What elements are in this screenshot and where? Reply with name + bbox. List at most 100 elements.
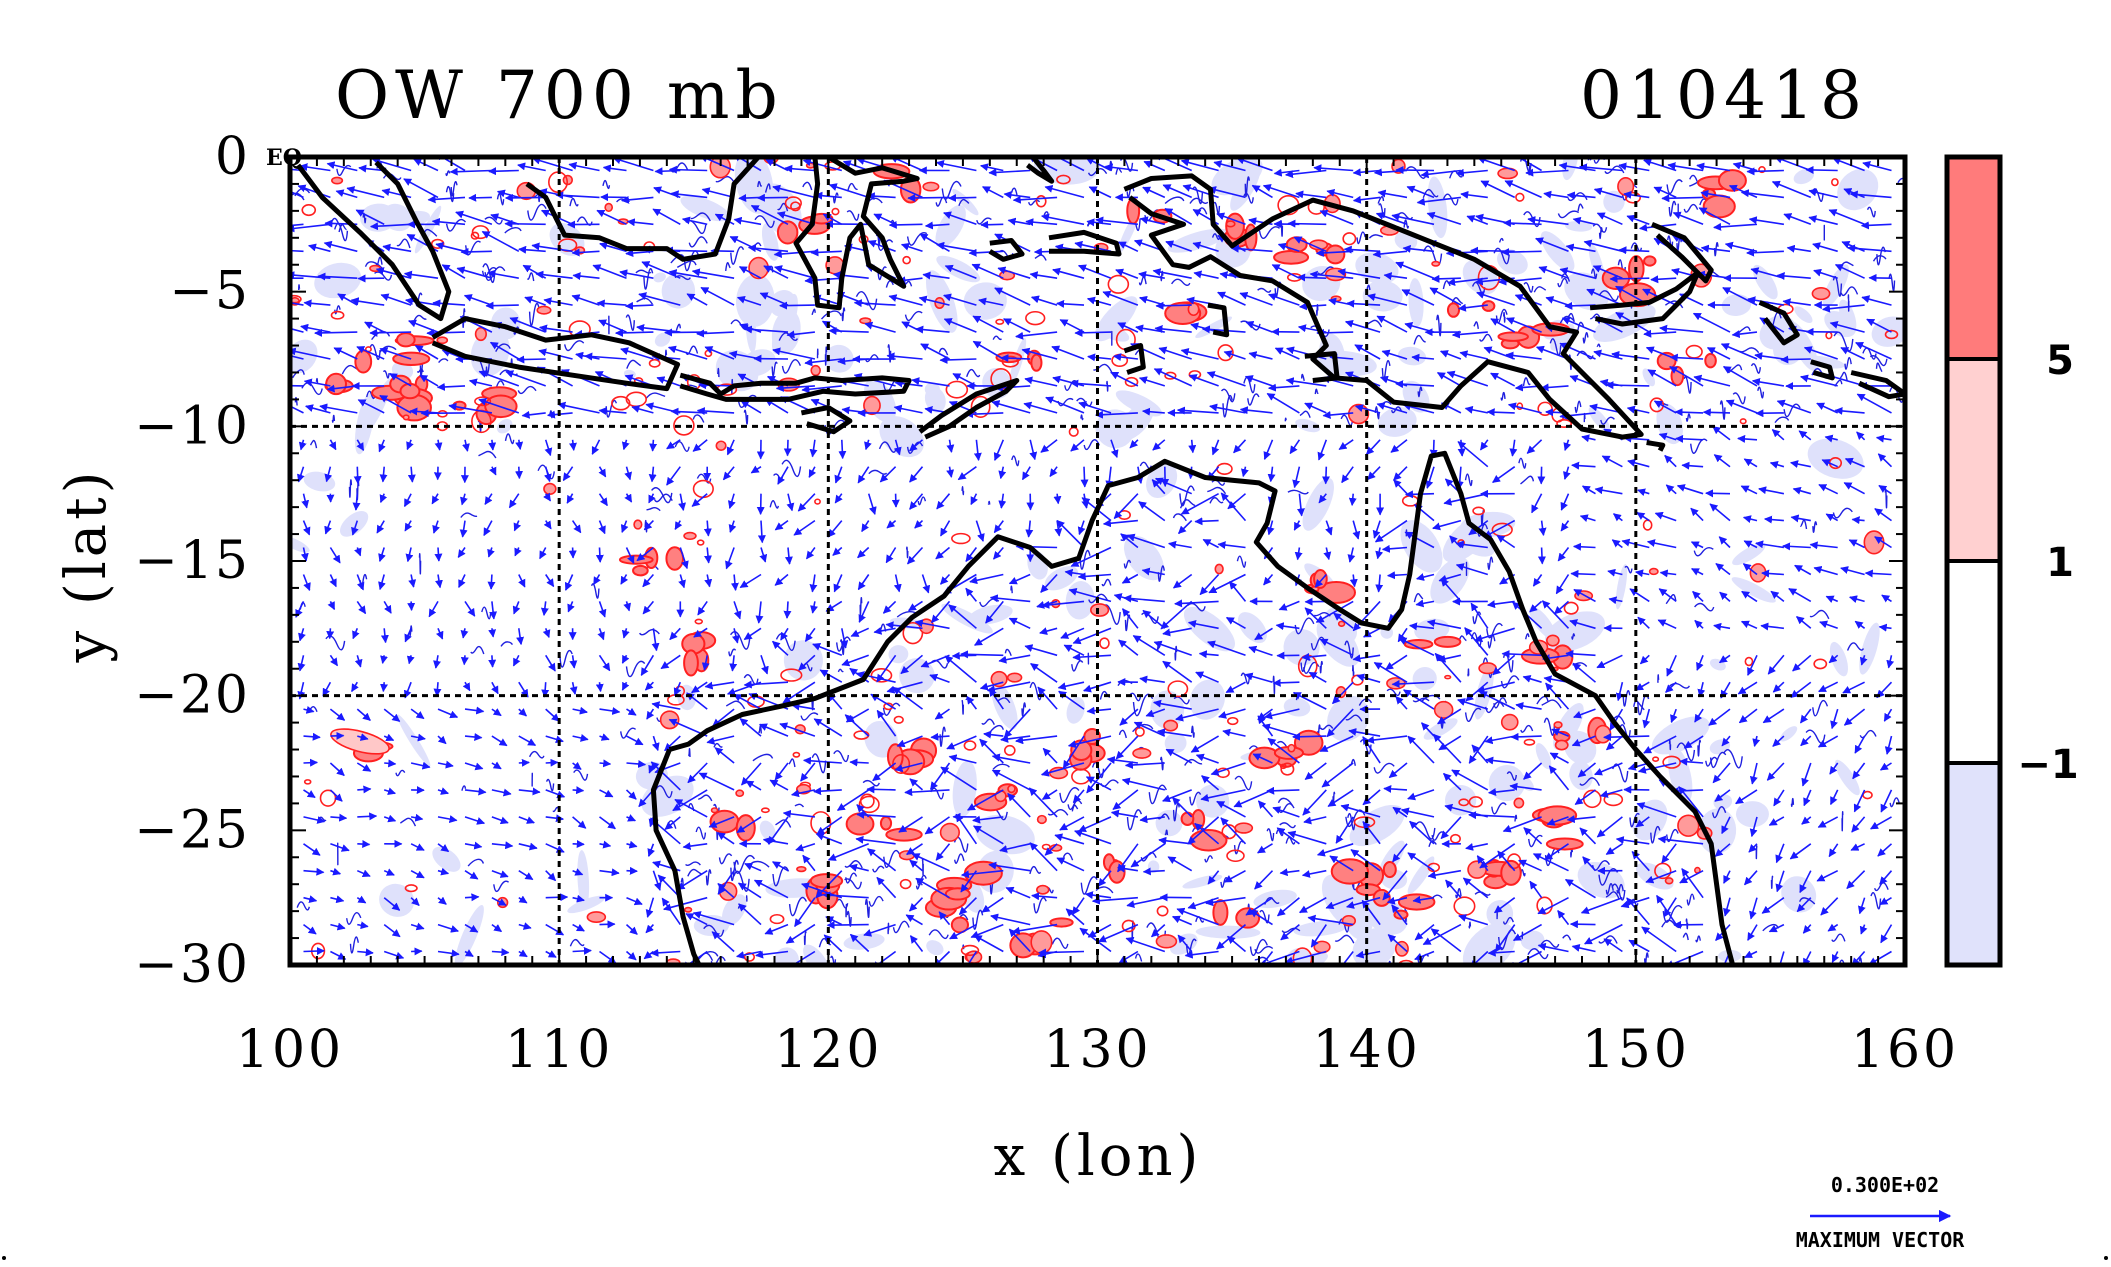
- wind-vector: [1542, 548, 1543, 564]
- wind-vector: [600, 682, 601, 691]
- positive-ow-blob: [1448, 303, 1459, 317]
- positive-ow-blob: [1672, 367, 1684, 385]
- wind-vector: [1781, 359, 1811, 360]
- positive-ow-contour: [1031, 931, 1052, 953]
- negative-ow-contour: [1469, 922, 1470, 928]
- positive-ow-blob: [1031, 355, 1041, 371]
- wind-vector: [573, 844, 584, 845]
- positive-ow-blob: [1236, 908, 1259, 927]
- wind-vector: [788, 440, 789, 456]
- wind-vector: [1396, 170, 1434, 171]
- wind-vector: [787, 601, 788, 618]
- wind-vector: [1571, 574, 1595, 575]
- y-tick-label: −30: [134, 935, 250, 995]
- positive-ow-contour: [684, 533, 696, 540]
- positive-ow-contour: [1665, 878, 1672, 884]
- wind-vector: [546, 897, 568, 898]
- negative-ow-contour: [689, 749, 690, 757]
- wind-vector: [489, 171, 519, 172]
- wind-vector: [304, 951, 325, 952]
- positive-ow-contour: [1479, 663, 1496, 673]
- wind-vector: [600, 548, 601, 563]
- positive-ow-contour: [860, 318, 871, 323]
- positive-ow-blob: [1704, 195, 1735, 217]
- positive-ow-blob: [881, 817, 891, 830]
- wind-vector: [357, 789, 370, 790]
- wind-vector: [1502, 251, 1542, 252]
- wind-vector: [842, 440, 843, 459]
- negative-ow-contour: [1848, 295, 1849, 311]
- x-tick-label: 130: [1043, 1020, 1151, 1080]
- wind-vector: [1488, 412, 1515, 413]
- positive-ow-contour: [476, 328, 487, 341]
- positive-ow-contour: [797, 867, 806, 872]
- negative-ow-contour: [1670, 740, 1671, 749]
- positive-ow-contour: [716, 441, 725, 450]
- negative-ow-contour: [962, 701, 963, 714]
- positive-ow-blob: [620, 556, 653, 564]
- wind-vector: [1274, 682, 1300, 683]
- wind-vector: [1806, 170, 1837, 171]
- positive-ow-blob: [1705, 354, 1716, 368]
- wind-vector: [1471, 251, 1515, 252]
- wind-vector: [1706, 493, 1730, 494]
- wind-vector: [1298, 277, 1326, 278]
- wind-vector: [653, 440, 654, 451]
- colorbar-band-high: [1947, 157, 2000, 359]
- y-tick-label: −25: [134, 800, 250, 860]
- wind-vector: [1288, 224, 1326, 225]
- positive-ow-blob: [886, 829, 921, 841]
- wind-vector: [506, 197, 546, 198]
- negative-ow-contour: [486, 367, 487, 373]
- colorbar: 5 1 −1: [1947, 157, 2079, 965]
- wind-vector: [890, 224, 923, 225]
- x-axis-title: x (lon): [994, 1124, 1203, 1189]
- wind-vector: [655, 171, 680, 172]
- positive-ow-blob: [355, 351, 371, 373]
- positive-ow-contour: [1037, 886, 1049, 894]
- positive-ow-contour: [1812, 288, 1829, 300]
- x-tick-label: 120: [774, 1020, 882, 1080]
- colorbar-label-1: 1: [2046, 540, 2074, 586]
- y-tick-label: 0: [215, 127, 250, 187]
- wind-vector: [1156, 305, 1191, 306]
- wind-vector: [699, 385, 734, 386]
- positive-ow-contour: [332, 177, 343, 183]
- wind-vector: [1432, 278, 1461, 279]
- wind-vector: [437, 682, 438, 696]
- plot-date: 010418: [1580, 57, 1868, 134]
- x-tick-label: 140: [1313, 1020, 1421, 1080]
- negative-ow-contour: [888, 923, 889, 933]
- y-tick-label: −5: [169, 262, 250, 322]
- positive-ow-blob: [633, 566, 648, 576]
- colorbar-label-minus1: −1: [2017, 742, 2078, 788]
- negative-ow-contour: [1756, 846, 1757, 859]
- colorbar-band-mid-high: [1947, 359, 2000, 561]
- wind-vector: [1352, 494, 1353, 506]
- wind-vector: [315, 332, 357, 333]
- positive-ow-contour: [712, 808, 718, 813]
- vector-key-label: MAXIMUM VECTOR: [1796, 1228, 1966, 1252]
- positive-ow-contour: [736, 790, 743, 796]
- wind-vector: [758, 197, 788, 198]
- negative-ow-contour: [1686, 919, 1687, 929]
- positive-ow-contour: [1650, 569, 1658, 575]
- wind-vector: [357, 844, 369, 845]
- positive-ow-contour: [1008, 673, 1022, 682]
- positive-ow-contour: [923, 182, 938, 190]
- positive-ow-contour: [587, 912, 605, 922]
- positive-ow-contour: [749, 258, 768, 279]
- wind-vector: [357, 467, 358, 484]
- positive-ow-contour: [544, 484, 556, 495]
- negative-ow-contour: [1772, 876, 1773, 888]
- positive-ow-contour: [537, 306, 550, 313]
- positive-ow-blob: [1539, 806, 1577, 824]
- wind-vector: [465, 897, 479, 898]
- negative-ow-contour: [907, 547, 908, 557]
- x-tick-label: 150: [1582, 1020, 1690, 1080]
- positive-ow-contour: [811, 366, 820, 376]
- positive-ow-contour: [941, 824, 960, 842]
- y-tick-label: −10: [134, 396, 250, 456]
- positive-ow-contour: [995, 791, 1006, 802]
